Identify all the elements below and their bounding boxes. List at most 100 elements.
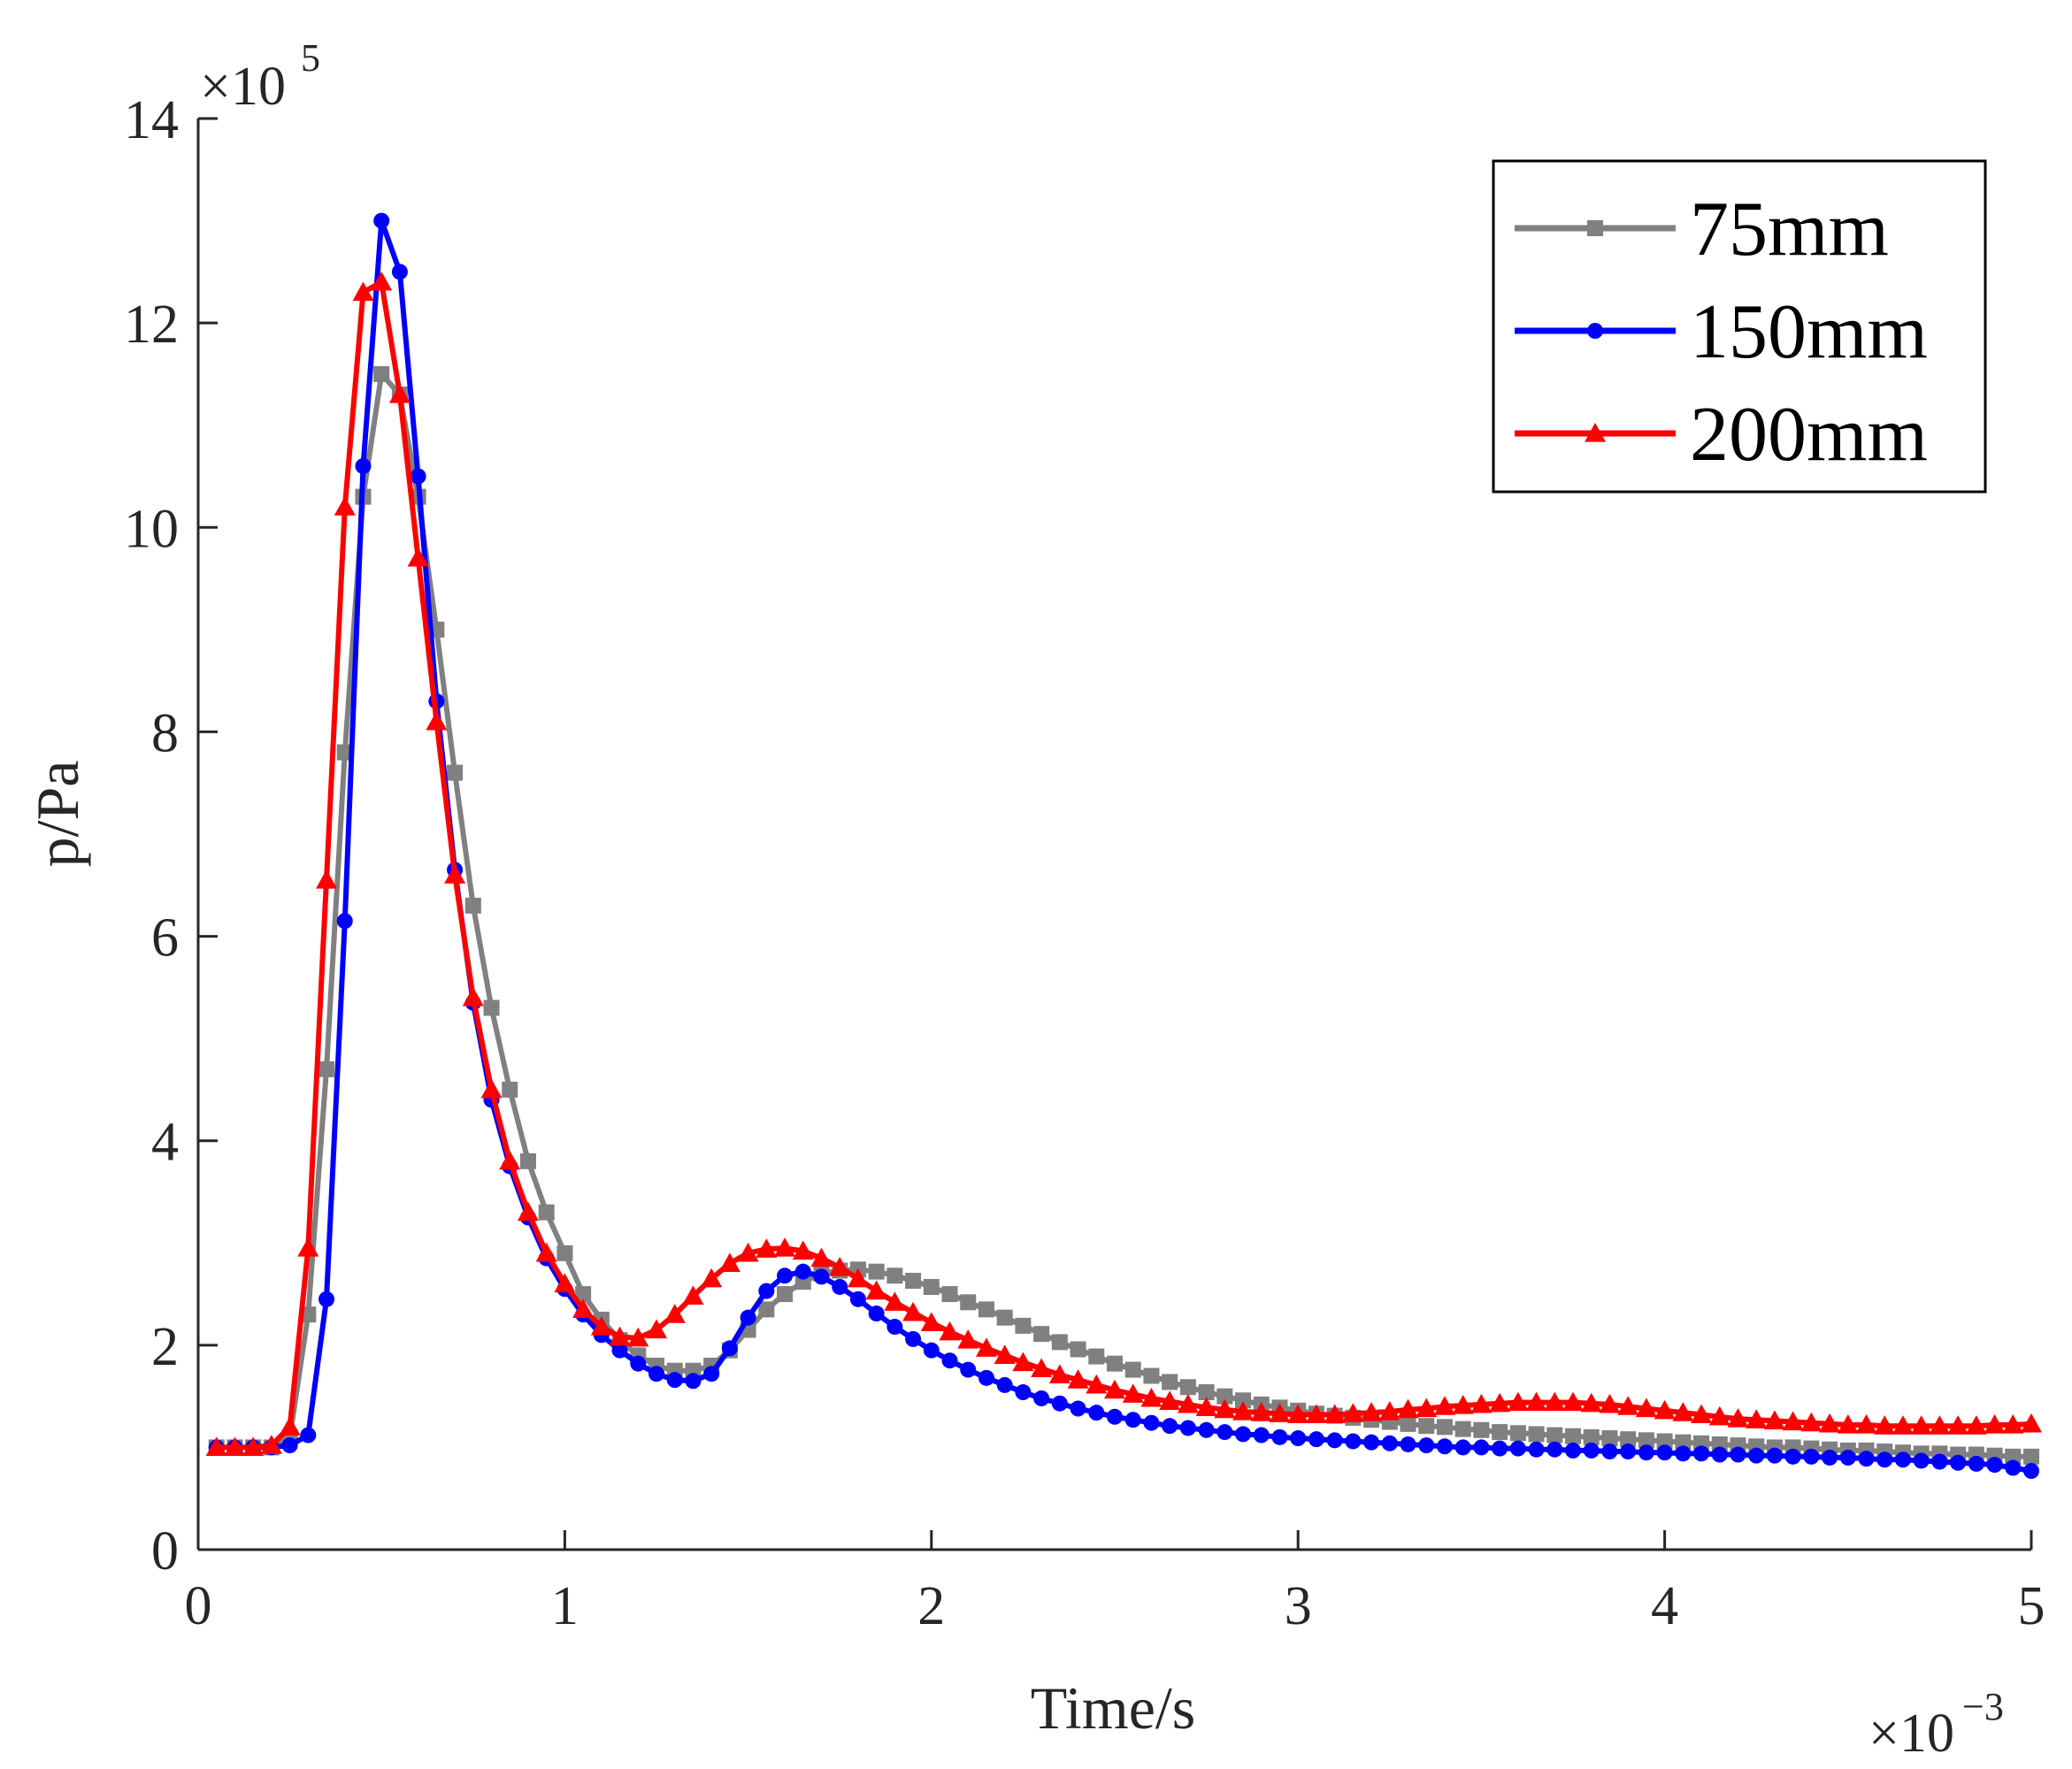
data-point-150mm xyxy=(1454,1439,1471,1456)
data-point-150mm xyxy=(2023,1463,2039,1480)
data-point-150mm xyxy=(777,1267,794,1284)
data-point-200mm xyxy=(1984,1414,2006,1434)
data-point-150mm xyxy=(1913,1452,1930,1469)
data-point-75mm xyxy=(758,1301,775,1318)
series-line-75mm xyxy=(216,371,2031,1459)
data-point-150mm xyxy=(1822,1449,1838,1466)
data-point-75mm xyxy=(2023,1448,2039,1465)
data-point-200mm xyxy=(205,1436,227,1457)
data-point-150mm xyxy=(1253,1427,1270,1444)
data-point-200mm xyxy=(1599,1393,1621,1413)
data-point-75mm xyxy=(1565,1428,1581,1444)
data-point-150mm xyxy=(1693,1445,1710,1462)
data-point-75mm xyxy=(886,1267,903,1284)
data-point-200mm xyxy=(1819,1413,1841,1433)
legend-entries: 75mm 150mm 200mm xyxy=(1515,187,1928,478)
data-point-200mm xyxy=(334,496,356,516)
x-axis-multiplier: ×10 −3 xyxy=(1869,1685,2004,1764)
data-point-75mm xyxy=(1235,1392,1252,1409)
data-point-150mm xyxy=(355,457,372,474)
data-point-150mm xyxy=(941,1352,958,1369)
data-point-200mm xyxy=(1140,1387,1163,1407)
data-point-150mm xyxy=(2005,1459,2022,1476)
legend-entry-150mm: 150mm xyxy=(1515,289,1928,375)
x-tick-label: 2 xyxy=(917,1576,945,1636)
data-point-150mm xyxy=(1601,1444,1618,1460)
data-point-150mm xyxy=(336,913,353,930)
data-point-150mm xyxy=(905,1330,922,1347)
data-point-200mm xyxy=(1452,1395,1474,1414)
data-point-200mm xyxy=(1544,1391,1566,1412)
data-point-150mm xyxy=(300,1427,317,1444)
data-point-75mm xyxy=(1436,1419,1453,1436)
data-point-75mm xyxy=(1143,1367,1160,1384)
legend-label: 75mm xyxy=(1690,187,1889,272)
data-point-200mm xyxy=(1855,1414,1877,1434)
data-point-200mm xyxy=(1214,1398,1236,1419)
y-tick-label: 2 xyxy=(151,1317,179,1377)
series-200mm xyxy=(205,271,2042,1457)
data-point-200mm xyxy=(590,1316,612,1336)
y-tick-label: 0 xyxy=(151,1521,179,1581)
data-point-75mm xyxy=(1179,1379,1196,1396)
data-point-150mm xyxy=(1766,1447,1783,1464)
data-point-200mm xyxy=(1746,1409,1768,1428)
data-point-150mm xyxy=(1290,1430,1307,1447)
data-point-150mm xyxy=(1583,1442,1600,1459)
data-point-150mm xyxy=(1492,1440,1508,1457)
legend-swatch-marker xyxy=(1585,423,1606,442)
data-point-200mm xyxy=(1580,1392,1602,1413)
data-point-200mm xyxy=(1067,1369,1089,1389)
data-point-75mm xyxy=(1033,1326,1050,1343)
data-point-150mm xyxy=(1107,1408,1123,1425)
y-axis-title: p/Pa xyxy=(24,761,91,868)
data-point-75mm xyxy=(447,764,464,781)
data-point-75mm xyxy=(1400,1415,1416,1432)
data-point-150mm xyxy=(1143,1414,1160,1431)
data-point-150mm xyxy=(1620,1444,1637,1460)
data-point-200mm xyxy=(554,1273,576,1293)
data-point-150mm xyxy=(1950,1454,1967,1471)
data-point-200mm xyxy=(939,1321,961,1341)
data-point-75mm xyxy=(868,1263,885,1280)
data-point-200mm xyxy=(1874,1415,1896,1435)
x-tick-label: 3 xyxy=(1285,1576,1312,1636)
y-multiplier-base: ×10 xyxy=(200,57,286,117)
data-point-75mm xyxy=(1418,1418,1435,1435)
data-point-200mm xyxy=(1892,1415,1914,1435)
data-point-150mm xyxy=(1033,1390,1050,1406)
data-point-150mm xyxy=(1803,1448,1820,1465)
data-point-200mm xyxy=(1287,1404,1309,1424)
y-tick-label: 14 xyxy=(124,90,179,150)
data-point-200mm xyxy=(1031,1358,1053,1378)
x-axis-title: Time/s xyxy=(1031,1674,1195,1742)
y-tick-label: 6 xyxy=(151,908,179,969)
data-point-200mm xyxy=(646,1319,667,1339)
data-point-150mm xyxy=(1638,1444,1654,1461)
data-point-150mm xyxy=(373,212,390,229)
data-point-200mm xyxy=(1947,1415,1969,1435)
data-point-200mm xyxy=(774,1237,796,1257)
data-point-200mm xyxy=(1965,1415,1987,1435)
data-point-200mm xyxy=(865,1280,887,1300)
data-point-200mm xyxy=(1122,1383,1144,1403)
legend-box xyxy=(1492,159,1987,494)
data-point-200mm xyxy=(1782,1411,1804,1431)
data-point-200mm xyxy=(499,1150,521,1170)
data-point-150mm xyxy=(611,1342,628,1359)
data-point-200mm xyxy=(260,1435,282,1454)
data-point-150mm xyxy=(391,264,408,280)
data-point-75mm xyxy=(2005,1448,2022,1465)
data-point-200mm xyxy=(1470,1393,1493,1413)
data-point-150mm xyxy=(1235,1426,1252,1443)
data-point-150mm xyxy=(1124,1412,1141,1428)
data-point-150mm xyxy=(1070,1400,1086,1417)
axes xyxy=(196,119,2031,1551)
data-point-75mm xyxy=(1509,1425,1526,1442)
data-point-150mm xyxy=(1271,1428,1288,1445)
data-point-75mm xyxy=(1656,1433,1673,1450)
x-multiplier-base: ×10 xyxy=(1869,1704,1954,1764)
data-point-75mm xyxy=(1198,1384,1215,1401)
